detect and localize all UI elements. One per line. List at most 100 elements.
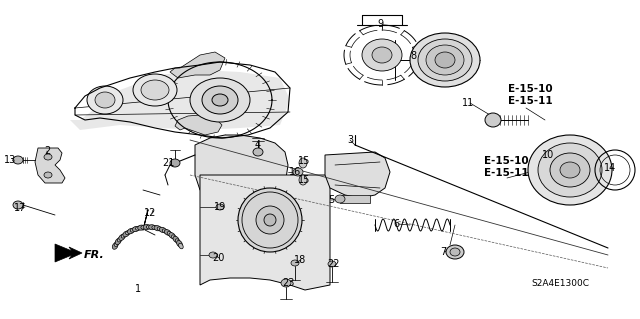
Text: 9: 9 (377, 19, 383, 29)
Ellipse shape (293, 168, 303, 176)
Ellipse shape (291, 260, 299, 266)
Ellipse shape (538, 143, 602, 197)
Ellipse shape (164, 230, 171, 235)
Ellipse shape (132, 226, 140, 232)
Ellipse shape (147, 225, 152, 229)
Text: 10: 10 (542, 150, 554, 160)
Text: 3: 3 (347, 135, 353, 145)
Ellipse shape (127, 228, 134, 234)
Text: 20: 20 (212, 253, 224, 263)
Ellipse shape (141, 225, 147, 229)
Ellipse shape (550, 153, 590, 187)
Ellipse shape (114, 241, 119, 246)
Ellipse shape (131, 228, 136, 232)
Ellipse shape (253, 148, 263, 156)
Polygon shape (35, 148, 65, 183)
Ellipse shape (202, 86, 238, 114)
Text: 14: 14 (604, 163, 616, 173)
Text: 6: 6 (393, 219, 399, 229)
Ellipse shape (299, 175, 307, 185)
Text: 12: 12 (144, 208, 156, 218)
Ellipse shape (148, 225, 156, 230)
Ellipse shape (125, 230, 131, 235)
Text: 19: 19 (214, 202, 226, 212)
Ellipse shape (115, 238, 121, 245)
Ellipse shape (13, 156, 23, 164)
Ellipse shape (44, 172, 52, 178)
Polygon shape (325, 152, 390, 198)
Ellipse shape (119, 234, 125, 241)
Ellipse shape (157, 227, 163, 231)
Ellipse shape (143, 225, 150, 230)
Ellipse shape (179, 243, 183, 249)
Ellipse shape (190, 78, 250, 122)
Text: 21: 21 (162, 158, 174, 168)
Text: 18: 18 (294, 255, 306, 265)
Ellipse shape (136, 226, 141, 230)
Ellipse shape (159, 227, 166, 233)
Ellipse shape (299, 158, 307, 168)
Ellipse shape (112, 243, 118, 249)
Ellipse shape (216, 204, 224, 210)
Ellipse shape (281, 279, 291, 287)
Ellipse shape (169, 233, 175, 239)
Ellipse shape (95, 92, 115, 108)
Text: 8: 8 (410, 51, 416, 61)
Ellipse shape (560, 162, 580, 178)
Text: 13: 13 (4, 155, 16, 165)
Text: 15: 15 (298, 156, 310, 166)
Ellipse shape (44, 154, 52, 160)
Ellipse shape (528, 135, 612, 205)
Ellipse shape (418, 39, 472, 81)
Text: 22: 22 (328, 259, 340, 269)
Ellipse shape (87, 86, 123, 114)
Polygon shape (170, 52, 225, 78)
Ellipse shape (362, 39, 402, 71)
Ellipse shape (152, 226, 158, 230)
Ellipse shape (138, 225, 145, 230)
Ellipse shape (173, 236, 179, 242)
Ellipse shape (154, 226, 161, 231)
Polygon shape (200, 175, 330, 290)
Ellipse shape (177, 241, 182, 247)
Text: 17: 17 (14, 203, 26, 213)
Ellipse shape (238, 188, 302, 252)
Text: 15: 15 (298, 175, 310, 185)
Ellipse shape (435, 52, 455, 68)
Ellipse shape (264, 214, 276, 226)
Ellipse shape (163, 229, 168, 234)
Ellipse shape (175, 239, 180, 244)
Polygon shape (340, 195, 370, 203)
Ellipse shape (485, 113, 501, 127)
Text: 16: 16 (289, 167, 301, 177)
Polygon shape (55, 244, 82, 262)
Ellipse shape (170, 159, 180, 167)
Polygon shape (195, 135, 288, 198)
Text: S2A4E1300C: S2A4E1300C (531, 278, 589, 287)
Ellipse shape (446, 245, 464, 259)
Ellipse shape (372, 47, 392, 63)
Ellipse shape (13, 201, 23, 209)
Ellipse shape (426, 45, 464, 75)
Text: 1: 1 (135, 284, 141, 294)
Text: 4: 4 (255, 140, 261, 150)
Polygon shape (70, 70, 290, 130)
Text: 5: 5 (328, 195, 334, 205)
Text: 7: 7 (440, 247, 446, 257)
Ellipse shape (123, 231, 129, 237)
Text: E-15-10
E-15-11: E-15-10 E-15-11 (484, 156, 528, 178)
Polygon shape (175, 115, 222, 135)
Ellipse shape (209, 252, 217, 258)
Ellipse shape (172, 235, 177, 240)
Ellipse shape (133, 74, 177, 106)
Text: 2: 2 (44, 146, 50, 156)
Ellipse shape (141, 80, 169, 100)
Ellipse shape (212, 94, 228, 106)
Ellipse shape (117, 237, 122, 242)
Ellipse shape (167, 232, 173, 236)
Ellipse shape (242, 192, 298, 248)
Text: 11: 11 (462, 98, 474, 108)
Ellipse shape (450, 248, 460, 256)
Ellipse shape (256, 206, 284, 234)
Text: FR.: FR. (84, 250, 105, 260)
